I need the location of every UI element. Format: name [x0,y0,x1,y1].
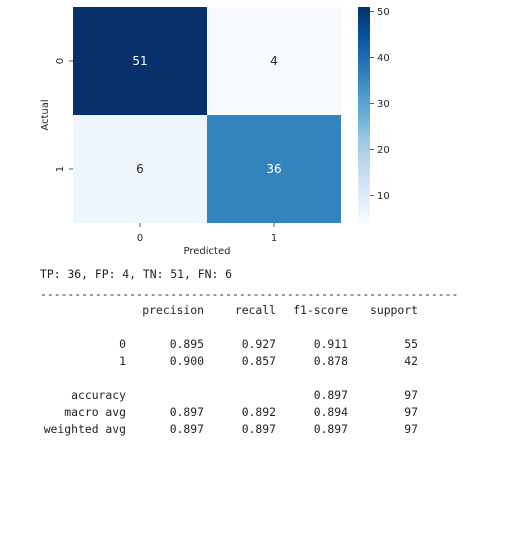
f1-value: 0.897 [313,422,348,436]
f1-value: 0.878 [313,354,348,368]
precision-value: 0.895 [169,337,204,351]
precision-value: 0.897 [169,422,204,436]
row-label: accuracy [71,388,126,402]
y-axis-label: Actual [40,99,51,130]
support-value: 97 [404,388,418,402]
row-label: 0 [119,337,126,351]
header-support: support [369,303,418,317]
y-tick-label: 0 [55,58,66,64]
heatmap-cell [73,7,207,115]
heatmap-cell [73,115,207,223]
row-label: macro avg [64,405,126,419]
cell-value-label: 6 [136,162,144,176]
report-header-row: precision recall f1-score support [40,302,520,318]
support-value: 97 [404,422,418,436]
colorbar-tick-label: 50 [377,7,390,18]
colorbar-tick-label: 20 [377,145,390,156]
cell-value-label: 36 [266,162,281,176]
report-separator: ----------------------------------------… [40,287,459,301]
colorbar-tick-label: 30 [377,99,390,110]
report-row-macro-avg: macro avg 0.897 0.892 0.894 97 [40,404,520,420]
header-f1-score: f1-score [293,303,348,317]
header-recall: recall [234,303,276,317]
report-row-accuracy: accuracy 0.897 97 [40,387,520,403]
y-tick-label: 1 [55,166,66,172]
confusion-summary-line: TP: 36, FP: 4, TN: 51, FN: 6 [40,267,233,281]
recall-value: 0.857 [241,354,276,368]
x-tick-label: 0 [137,233,143,244]
report-row-class-0: 0 0.895 0.927 0.911 55 [40,336,520,352]
report-row-weighted-avg: weighted avg 0.897 0.897 0.897 97 [40,421,520,437]
f1-value: 0.897 [313,388,348,402]
heatmap-cell [207,7,341,115]
f1-value: 0.894 [313,405,348,419]
cell-value-label: 51 [132,54,147,68]
cell-value-label: 4 [270,54,278,68]
precision-value: 0.897 [169,405,204,419]
precision-value: 0.900 [169,354,204,368]
colorbar-tick-label: 40 [377,53,390,64]
report-row-class-1: 1 0.900 0.857 0.878 42 [40,353,520,369]
recall-value: 0.892 [241,405,276,419]
x-tick-label: 1 [271,233,277,244]
x-axis-label: Predicted [184,246,231,257]
colorbar-tick-label: 10 [377,191,390,202]
heatmap-cell [207,115,341,223]
row-label: weighted avg [43,422,126,436]
colorbar [358,7,370,223]
support-value: 97 [404,405,418,419]
recall-value: 0.897 [241,422,276,436]
support-value: 55 [404,337,418,351]
recall-value: 0.927 [241,337,276,351]
support-value: 42 [404,354,418,368]
header-precision: precision [142,303,204,317]
row-label: 1 [119,354,126,368]
f1-value: 0.911 [313,337,348,351]
